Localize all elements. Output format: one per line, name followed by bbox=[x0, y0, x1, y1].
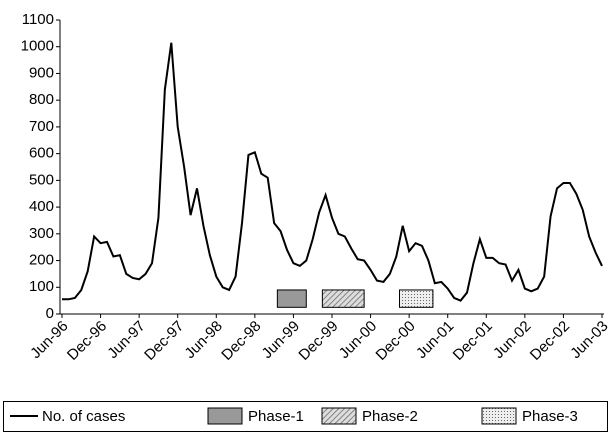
y-tick-label: 800 bbox=[29, 91, 54, 108]
x-tick-label: Jun-01 bbox=[413, 318, 457, 362]
x-tick-label: Dec-98 bbox=[218, 318, 264, 364]
legend-label: No. of cases bbox=[42, 408, 125, 425]
y-tick-label: 300 bbox=[29, 225, 54, 242]
x-tick-label: Jun-97 bbox=[104, 318, 148, 362]
legend-swatch bbox=[481, 407, 517, 425]
y-tick-label: 600 bbox=[29, 145, 54, 162]
y-tick-label: 900 bbox=[29, 64, 54, 81]
phase-box bbox=[399, 289, 434, 308]
y-tick-label: 1000 bbox=[21, 38, 54, 55]
legend-swatch bbox=[321, 407, 357, 425]
x-tick-label: Dec-96 bbox=[64, 318, 110, 364]
x-tick-label: Dec-01 bbox=[450, 318, 496, 364]
legend-label: Phase-3 bbox=[522, 408, 578, 425]
legend-label: Phase-1 bbox=[248, 408, 304, 425]
x-tick-label: Jun-03 bbox=[567, 318, 611, 362]
x-tick-label: Dec-97 bbox=[141, 318, 187, 364]
data-line bbox=[62, 42, 603, 302]
x-tick-label: Jun-02 bbox=[490, 318, 534, 362]
y-tick-label: 400 bbox=[29, 198, 54, 215]
y-tick-label: 100 bbox=[29, 278, 54, 295]
y-tick-label: 200 bbox=[29, 252, 54, 269]
x-tick-label: Jun-99 bbox=[259, 318, 303, 362]
y-tick-label: 1100 bbox=[22, 11, 54, 28]
y-tick-label: 700 bbox=[29, 118, 54, 135]
x-tick-label: Jun-96 bbox=[27, 318, 71, 362]
y-tick-label: 0 bbox=[46, 305, 54, 322]
legend-label: Phase-2 bbox=[362, 408, 418, 425]
legend-swatch bbox=[207, 407, 243, 425]
phase-box bbox=[276, 289, 307, 308]
x-tick-label: Dec-02 bbox=[527, 318, 573, 364]
x-tick-label: Jun-00 bbox=[336, 318, 380, 362]
x-tick-label: Dec-99 bbox=[295, 318, 341, 364]
x-tick-label: Dec-00 bbox=[373, 318, 419, 364]
x-tick-label: Jun-98 bbox=[181, 318, 225, 362]
y-tick-label: 500 bbox=[29, 171, 54, 188]
phase-box bbox=[321, 289, 365, 308]
